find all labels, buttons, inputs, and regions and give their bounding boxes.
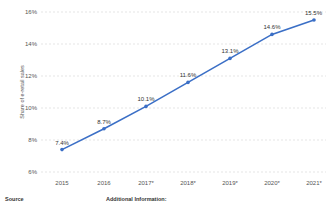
grid-line [41, 108, 326, 109]
y-tick-label: 10% [25, 105, 38, 111]
line [62, 20, 314, 150]
data-label: 8.7% [97, 119, 111, 125]
grid-line [41, 12, 326, 13]
data-label: 7.4% [55, 140, 69, 146]
series [60, 18, 316, 151]
marker[interactable] [228, 57, 232, 61]
marker[interactable] [102, 127, 106, 131]
x-tick-label: 2021* [306, 180, 322, 186]
marker[interactable] [186, 81, 190, 85]
grid-line [41, 44, 326, 45]
marker[interactable] [60, 148, 64, 152]
y-tick-label: 14% [25, 41, 38, 47]
source-label[interactable]: Source [5, 196, 24, 202]
marker[interactable] [312, 18, 316, 22]
x-tick-label: 2018* [180, 180, 196, 186]
x-tick-label: 2019* [222, 180, 238, 186]
chart-svg: 6% 8% 10% 12% 14% 16% Share of e-retail sales 2… [0, 0, 326, 205]
data-label: 10.1% [137, 96, 155, 102]
grid [41, 12, 326, 172]
y-axis-label: Share of e-retail sales [19, 65, 25, 119]
x-tick-label: 2020* [264, 180, 280, 186]
y-tick-label: 6% [28, 169, 37, 175]
marker[interactable] [270, 33, 274, 37]
marker[interactable] [144, 105, 148, 109]
data-label: 13.1% [221, 48, 239, 54]
grid-line [41, 172, 326, 173]
y-tick-label: 8% [28, 137, 37, 143]
chart-container: 6% 8% 10% 12% 14% 16% Share of e-retail sales 2… [0, 0, 326, 205]
x-tick-label: 2015 [55, 180, 69, 186]
additional-info-label[interactable]: Additional Information: [106, 196, 167, 202]
y-tick-label: 12% [25, 73, 38, 79]
x-tick-label: 2016 [97, 180, 111, 186]
data-label: 15.5% [305, 10, 323, 16]
y-tick-label: 16% [25, 9, 38, 15]
x-tick-label: 2017* [138, 180, 154, 186]
data-label: 11.6% [180, 72, 197, 78]
data-label: 14.6% [263, 24, 281, 30]
